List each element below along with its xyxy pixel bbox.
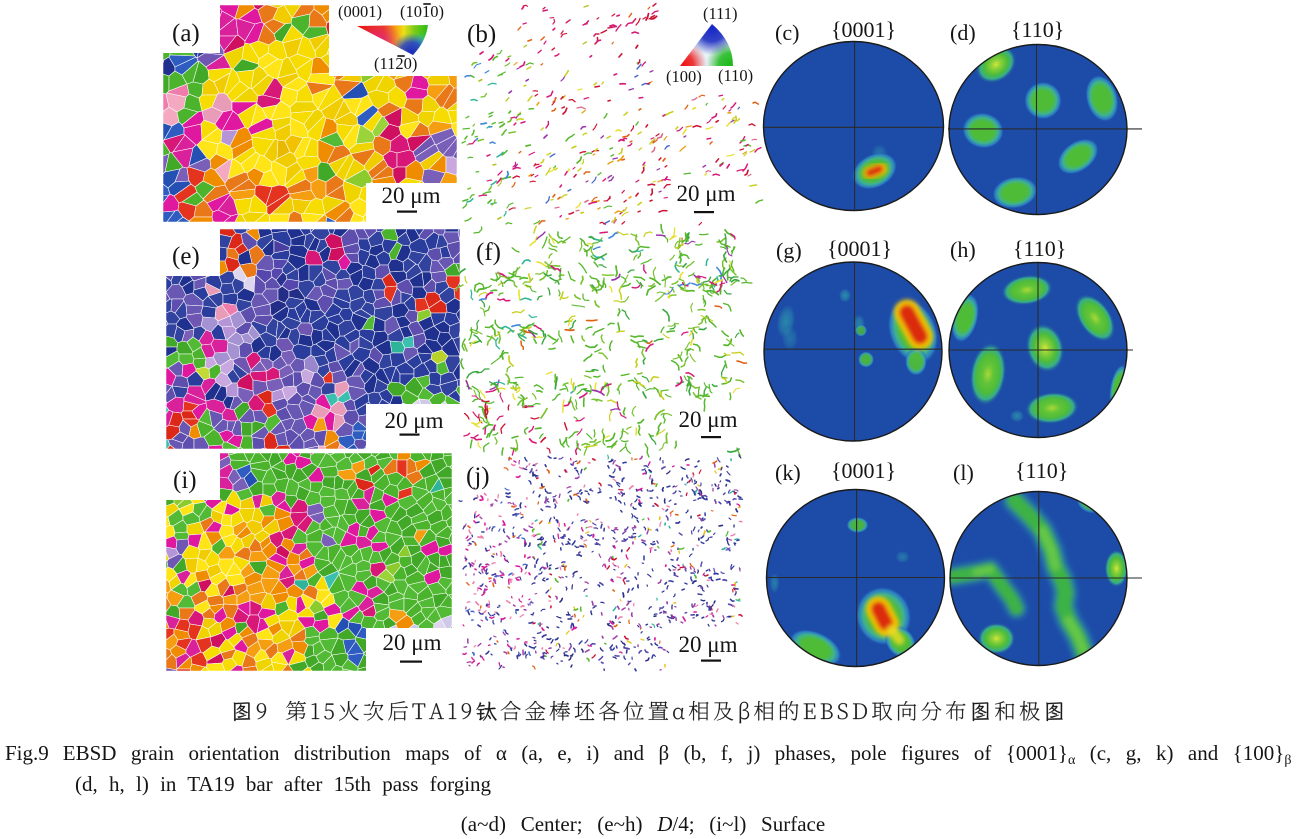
svg-text:(b): (b) xyxy=(467,21,496,48)
svg-text:(f): (f) xyxy=(476,239,501,266)
svg-text:(1010): (1010) xyxy=(400,2,444,21)
svg-text:(j): (j) xyxy=(466,463,490,490)
svg-text:{0001}: {0001} xyxy=(831,17,896,42)
svg-text:20 μm: 20 μm xyxy=(679,407,738,432)
svg-text:(h): (h) xyxy=(950,237,976,262)
svg-text:20 μm: 20 μm xyxy=(677,181,736,206)
svg-text:(e): (e) xyxy=(172,243,200,270)
svg-text:20 μm: 20 μm xyxy=(383,630,442,655)
svg-text:20 μm: 20 μm xyxy=(385,408,444,433)
svg-text:(110): (110) xyxy=(718,66,753,85)
svg-text:{110}: {110} xyxy=(1015,458,1068,483)
svg-text:(c): (c) xyxy=(775,20,799,45)
svg-text:{0001}: {0001} xyxy=(827,236,892,261)
svg-text:20 μm: 20 μm xyxy=(382,183,441,208)
svg-text:{110}: {110} xyxy=(1011,17,1064,42)
svg-text:(0001): (0001) xyxy=(338,2,382,21)
svg-text:20 μm: 20 μm xyxy=(679,632,738,657)
svg-text:{110}: {110} xyxy=(1013,236,1066,261)
svg-text:{0001}: {0001} xyxy=(831,458,896,483)
svg-text:(i): (i) xyxy=(173,467,197,494)
svg-text:(g): (g) xyxy=(776,238,802,263)
svg-text:(l): (l) xyxy=(953,460,974,485)
svg-text:(a): (a) xyxy=(172,20,200,47)
svg-text:(a~d) Center; (e~h) D/4; (i~l): (a~d) Center; (e~h) D/4; (i~l) Surface xyxy=(461,812,825,836)
svg-text:(k): (k) xyxy=(775,460,801,485)
svg-text:(111): (111) xyxy=(703,4,738,23)
svg-text:(d): (d) xyxy=(950,20,976,45)
svg-text:(d, h, l) in TA19 bar after 15: (d, h, l) in TA19 bar after 15th pass fo… xyxy=(75,772,492,796)
svg-text:(100): (100) xyxy=(666,67,702,86)
svg-text:(1120): (1120) xyxy=(374,54,417,73)
